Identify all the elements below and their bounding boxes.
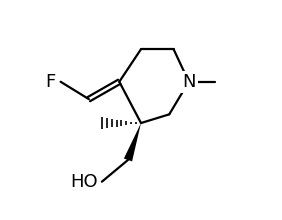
Text: HO: HO <box>70 173 98 191</box>
Text: F: F <box>45 73 55 91</box>
Polygon shape <box>124 123 141 161</box>
Text: N: N <box>182 73 195 91</box>
